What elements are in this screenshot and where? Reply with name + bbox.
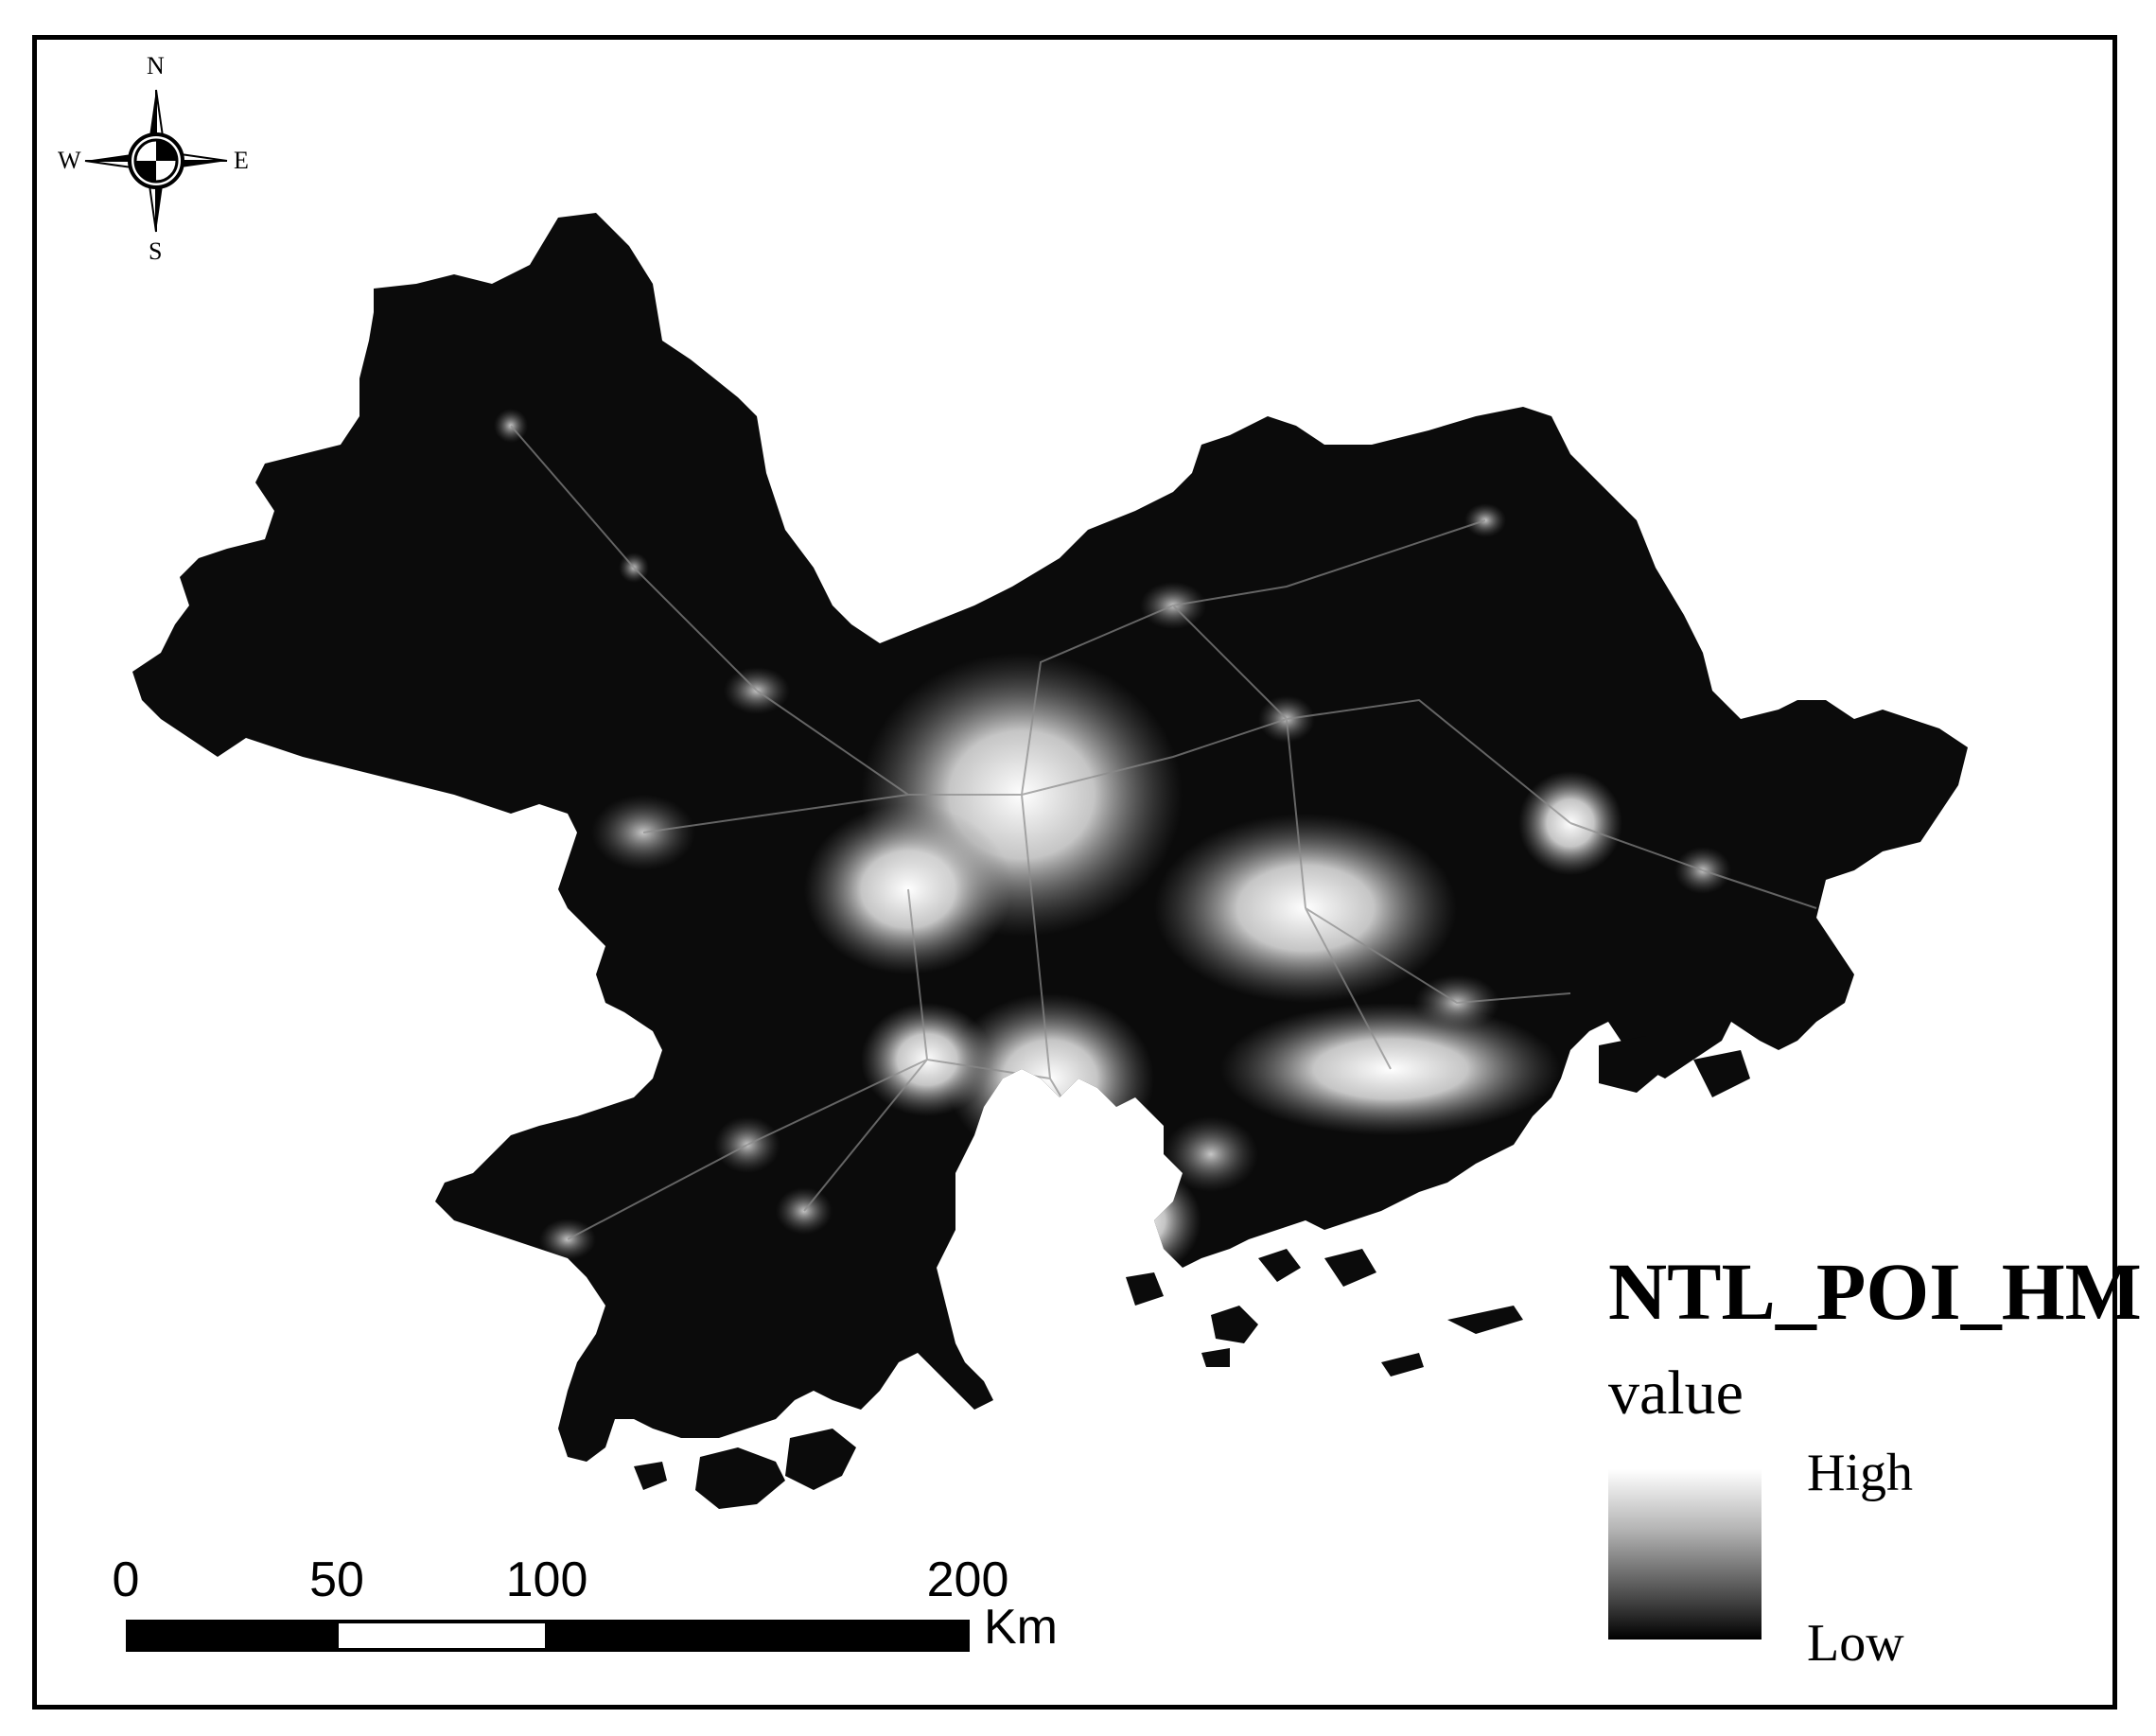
island <box>695 1447 785 1509</box>
island <box>1324 1249 1376 1287</box>
island <box>1599 1036 1665 1093</box>
scale-tick-50: 50 <box>309 1552 364 1607</box>
north-arrow: N S E W <box>52 52 260 270</box>
south-label: S <box>149 237 163 265</box>
land-area <box>132 213 1968 1509</box>
scale-segment <box>126 1620 339 1652</box>
island <box>1447 1306 1523 1334</box>
island <box>1211 1306 1258 1343</box>
island <box>634 1462 667 1490</box>
legend-subtitle: value <box>1608 1359 1744 1428</box>
island <box>1381 1353 1424 1377</box>
road-network <box>510 425 1817 1240</box>
island <box>1126 1272 1164 1306</box>
island <box>1693 1050 1750 1097</box>
legend-color-ramp <box>1608 1469 1762 1640</box>
island <box>785 1429 856 1490</box>
legend-title: NTL_POI_HM <box>1608 1246 2142 1337</box>
island <box>1201 1348 1230 1367</box>
east-label: E <box>234 147 249 174</box>
scale-tick-0: 0 <box>112 1552 140 1607</box>
scale-tick-100: 100 <box>505 1552 588 1607</box>
scale-segment <box>545 1620 970 1652</box>
island <box>1258 1249 1301 1282</box>
scale-unit: Km <box>984 1600 1058 1655</box>
compass-rose-icon <box>84 89 228 233</box>
legend: NTL_POI_HM value High Low <box>1608 1244 2142 1698</box>
legend-high-label: High <box>1807 1444 1913 1502</box>
north-label: N <box>147 52 165 79</box>
light-town <box>1164 1116 1258 1192</box>
scale-bar: 0 50 100 200 Km <box>104 1552 1088 1675</box>
west-label: W <box>58 147 81 174</box>
scale-tick-200: 200 <box>926 1552 1009 1607</box>
scale-segment <box>335 1620 549 1652</box>
legend-low-label: Low <box>1807 1614 1904 1673</box>
